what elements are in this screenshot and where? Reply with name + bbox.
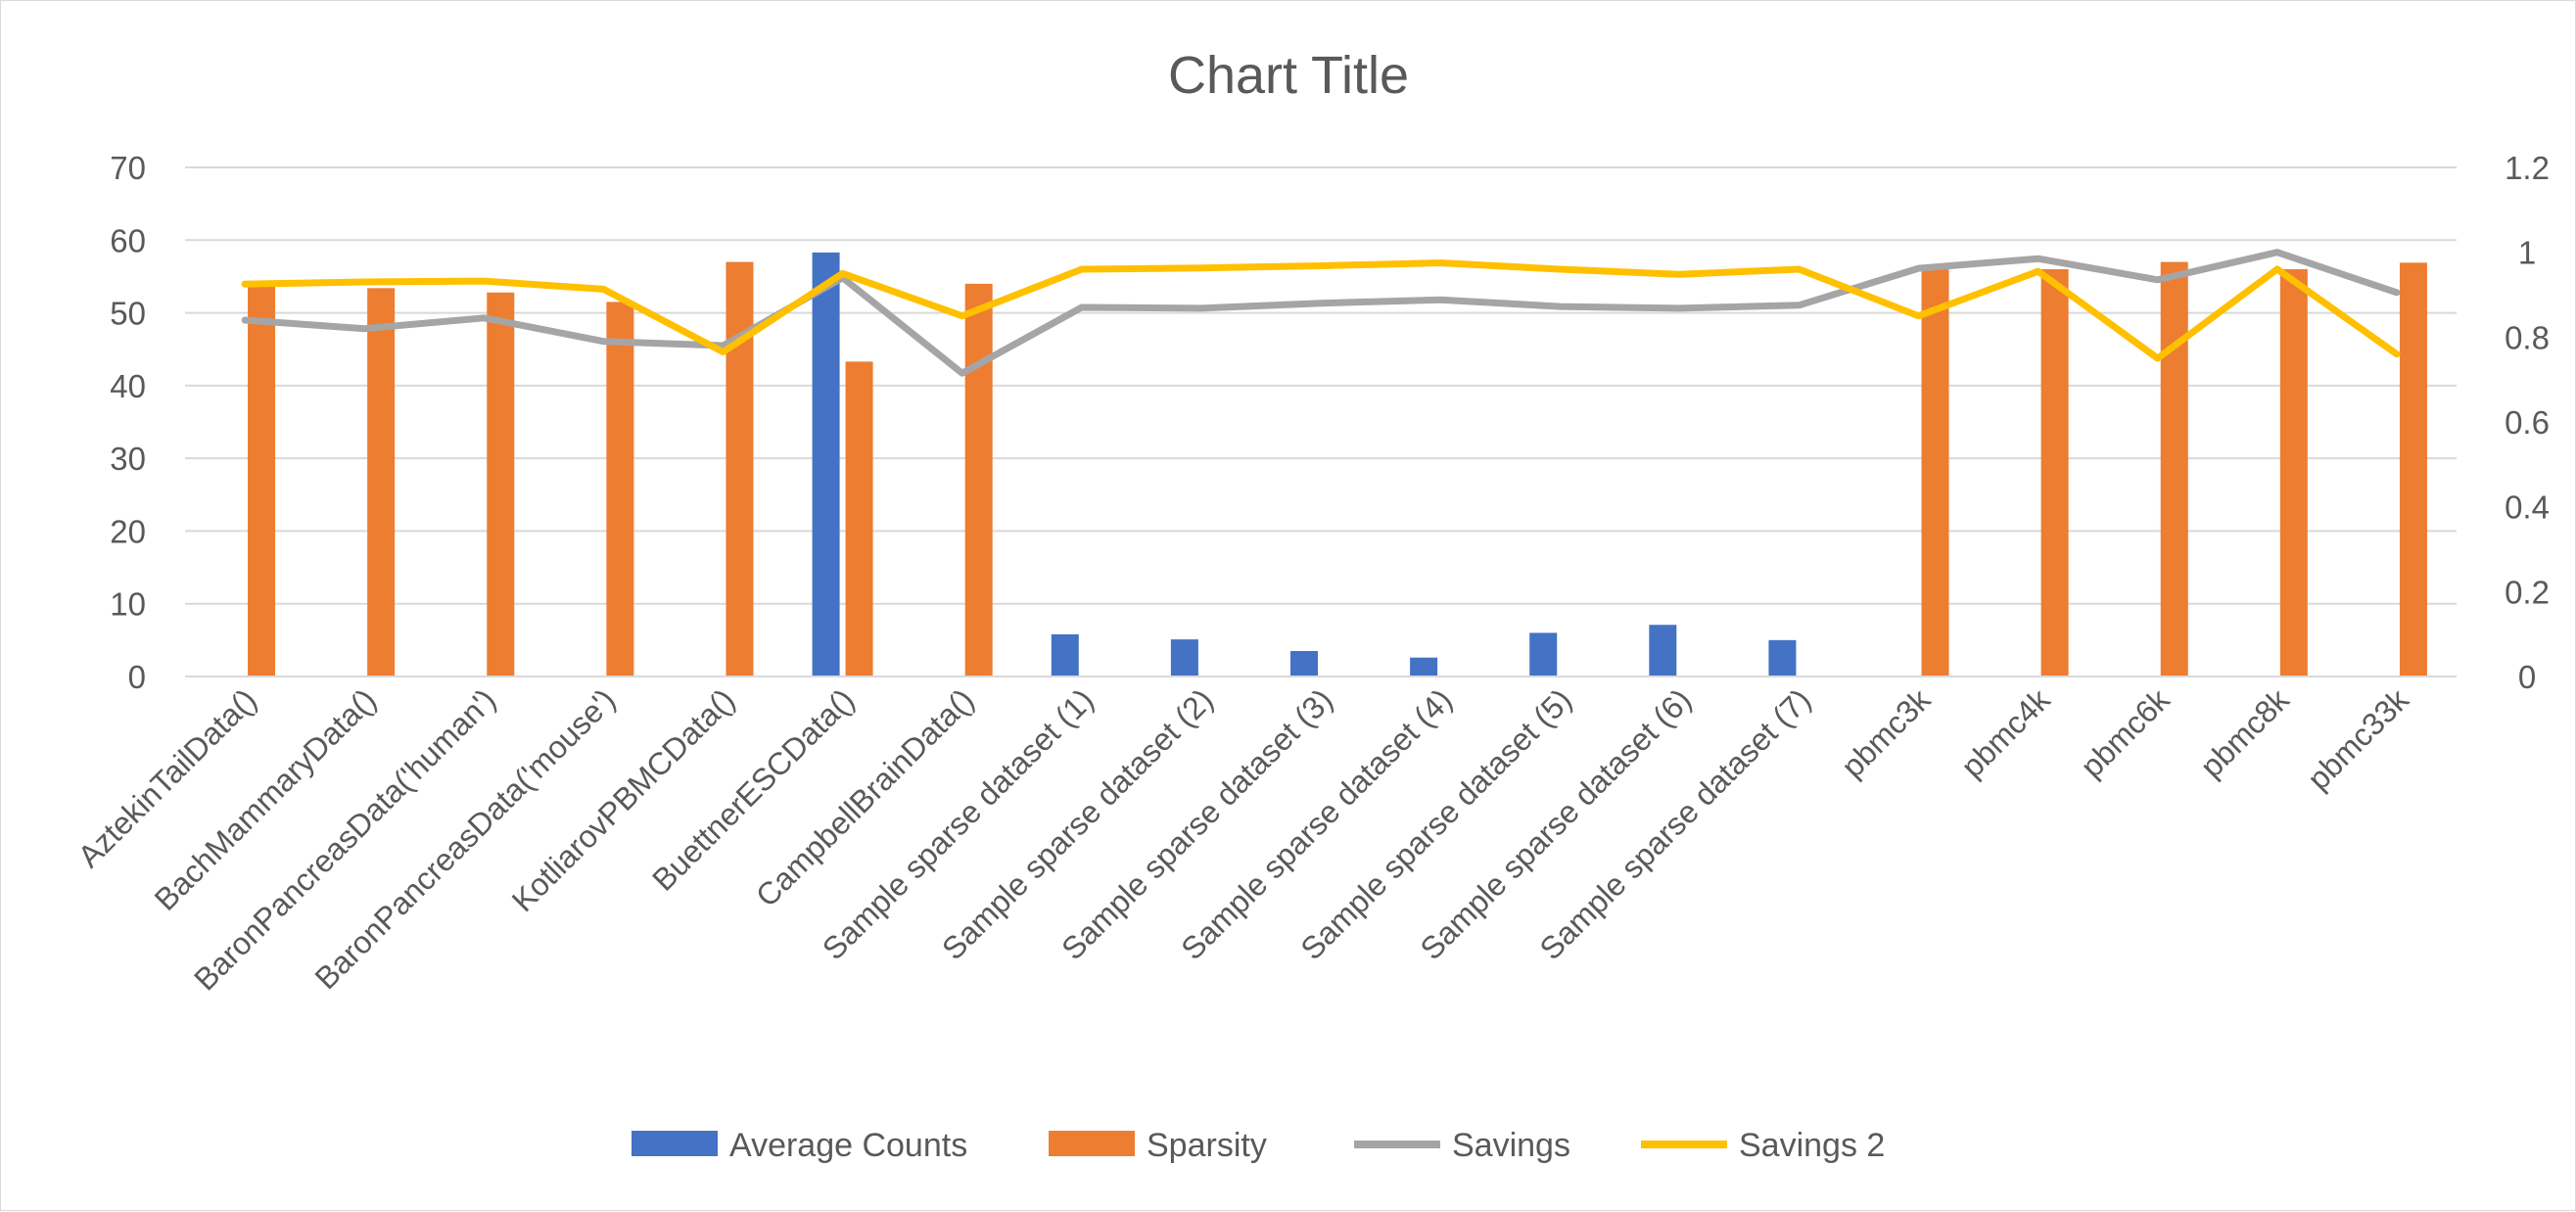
- bar-average-counts: [1051, 633, 1079, 676]
- bar-sparsity: [726, 261, 754, 676]
- bar-sparsity: [367, 288, 396, 676]
- bar-average-counts: [1290, 651, 1318, 676]
- bar-sparsity: [2399, 262, 2427, 676]
- line-savings-2: [241, 259, 2401, 362]
- left-y-tick-label: 60: [110, 222, 146, 258]
- left-y-tick-label: 40: [110, 368, 146, 404]
- right-y-tick-label: 1: [2518, 235, 2536, 271]
- right-y-tick-label: 0.4: [2505, 489, 2550, 526]
- x-tick-label: BachMammaryData(): [148, 681, 383, 916]
- bar-sparsity: [2279, 269, 2308, 676]
- left-y-tick-label: 10: [110, 586, 146, 623]
- legend-label: Savings 2: [1739, 1127, 1885, 1164]
- x-tick-label: CampbellBrainData(): [749, 681, 981, 913]
- bar-sparsity: [2160, 261, 2188, 676]
- bar-sparsity: [964, 283, 993, 676]
- left-y-tick-label: 70: [110, 150, 146, 186]
- gridlines: [185, 166, 2457, 677]
- left-y-tick-label: 30: [110, 441, 146, 477]
- bar-average-counts: [1649, 625, 1677, 676]
- right-y-tick-label: 1.2: [2505, 150, 2550, 186]
- right-y-tick-label: 0: [2518, 659, 2536, 695]
- right-y-tick-label: 0.8: [2505, 319, 2550, 355]
- left-y-tick-label: 50: [110, 296, 146, 332]
- x-tick-label: BuettnerESCData(): [645, 681, 861, 897]
- bar-sparsity: [2040, 269, 2069, 676]
- chart-title: Chart Title: [1168, 46, 1409, 105]
- x-tick-label: pbmc33k: [2301, 681, 2416, 797]
- bar-average-counts: [1170, 639, 1198, 676]
- line-series: [241, 249, 2401, 377]
- bar-sparsity: [248, 280, 276, 676]
- right-y-tick-label: 0.2: [2505, 574, 2550, 610]
- x-tick-label: pbmc6k: [2074, 681, 2177, 784]
- legend: Average Counts Sparsity Savings Savings 2: [632, 1127, 1885, 1164]
- legend-label: Average Counts: [729, 1127, 967, 1164]
- x-tick-label: KotliarovPBMCData(): [505, 681, 742, 918]
- right-y-tick-label: 0.6: [2505, 404, 2550, 441]
- line-savings: [241, 249, 2401, 377]
- bar-average-counts: [812, 252, 840, 676]
- legend-label: Savings: [1452, 1127, 1570, 1164]
- x-tick-label: pbmc3k: [1835, 681, 1938, 784]
- left-y-tick-label: 20: [110, 513, 146, 549]
- bar-average-counts: [1410, 657, 1438, 676]
- legend-label: Sparsity: [1147, 1127, 1267, 1164]
- bar-sparsity: [487, 292, 515, 676]
- bar-series: [248, 252, 2427, 676]
- x-tick-label: pbmc8k: [2193, 681, 2296, 784]
- x-tick-label: pbmc4k: [1954, 681, 2057, 784]
- bar-sparsity: [845, 361, 873, 676]
- legend-swatch: [1049, 1131, 1135, 1156]
- bar-average-counts: [1768, 639, 1797, 676]
- bar-average-counts: [1529, 632, 1558, 676]
- bar-sparsity: [1921, 267, 1949, 676]
- bar-sparsity: [606, 302, 634, 676]
- left-y-tick-label: 0: [128, 659, 146, 695]
- legend-swatch: [632, 1131, 718, 1156]
